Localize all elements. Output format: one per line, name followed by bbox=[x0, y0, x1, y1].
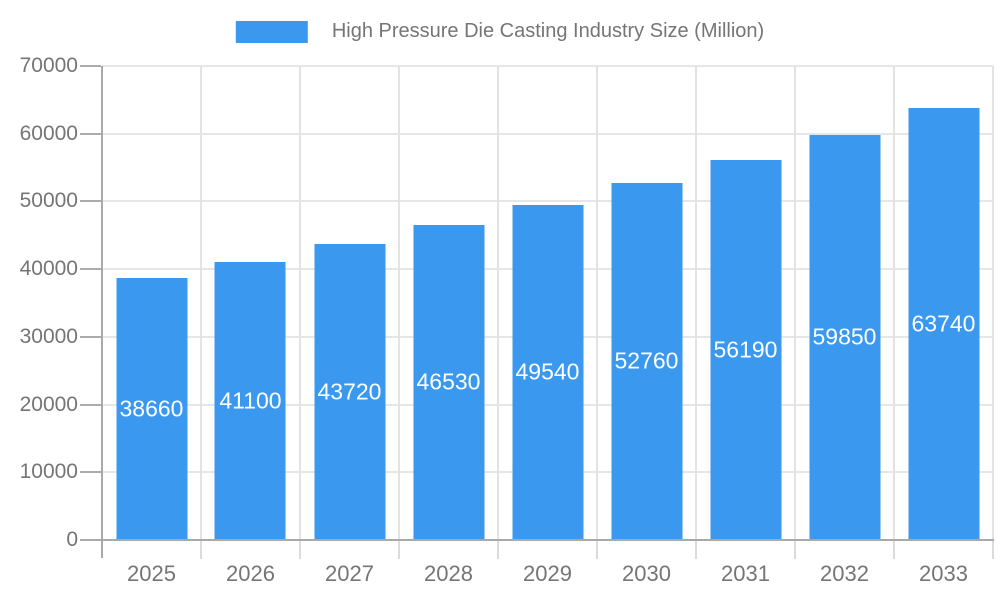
y-axis-label: 0 bbox=[66, 528, 78, 551]
x-axis-labels: 2025 2026 2027 2028 2029 2030 2031 2032 2033 bbox=[102, 561, 993, 591]
y-axis-labels: 0 10000 20000 30000 40000 50000 60000 70000 bbox=[0, 54, 78, 551]
bar-2030[interactable]: 52760 bbox=[611, 182, 682, 540]
x-tick bbox=[200, 541, 202, 559]
bar-value-label: 46530 bbox=[416, 368, 481, 395]
h-gridline bbox=[102, 65, 993, 67]
bar-value-label: 59850 bbox=[812, 323, 877, 350]
y-tick bbox=[80, 403, 101, 406]
x-axis-label: 2026 bbox=[226, 561, 275, 586]
x-axis-label: 2030 bbox=[622, 561, 671, 586]
plot-area: 38660 41100 43720 46530 49540 52760 56190 59850… bbox=[102, 65, 994, 540]
legend-swatch bbox=[235, 20, 308, 43]
bar-value-label: 63740 bbox=[911, 310, 976, 337]
y-axis-label: 50000 bbox=[19, 189, 78, 213]
y-axis-label: 60000 bbox=[19, 121, 78, 145]
bar-2027[interactable]: 43720 bbox=[314, 243, 385, 540]
chart-legend[interactable]: High Pressure Die Casting Industry Size … bbox=[235, 20, 765, 43]
bar-2028[interactable]: 46530 bbox=[413, 224, 484, 540]
x-axis-label: 2033 bbox=[919, 561, 968, 586]
v-gridline bbox=[794, 66, 796, 540]
v-gridline bbox=[893, 66, 895, 540]
y-tick bbox=[80, 200, 101, 203]
y-tick bbox=[80, 268, 101, 271]
y-axis-label: 30000 bbox=[19, 324, 78, 348]
v-gridline bbox=[596, 66, 598, 540]
y-axis-label: 10000 bbox=[19, 460, 78, 484]
bar-value-label: 41100 bbox=[219, 387, 282, 414]
y-tick bbox=[80, 335, 101, 338]
bar-2025[interactable]: 38660 bbox=[116, 278, 187, 540]
v-gridline bbox=[397, 66, 400, 540]
v-gridline bbox=[497, 66, 499, 540]
bar-value-label: 43720 bbox=[317, 378, 382, 405]
x-tick bbox=[794, 541, 796, 559]
h-gridline bbox=[102, 132, 993, 135]
bar-2029[interactable]: 49540 bbox=[512, 204, 583, 540]
y-tick bbox=[80, 471, 101, 474]
h-gridline bbox=[102, 200, 993, 203]
y-axis-label: 70000 bbox=[19, 54, 78, 77]
x-tick bbox=[893, 541, 895, 559]
x-axis-label: 2032 bbox=[820, 561, 869, 586]
v-gridline bbox=[992, 66, 994, 540]
v-gridline bbox=[200, 66, 202, 540]
bar-2032[interactable]: 59850 bbox=[809, 134, 880, 540]
bar-value-label: 52760 bbox=[614, 347, 679, 374]
bar-2033[interactable]: 63740 bbox=[908, 108, 979, 540]
bar-2026[interactable]: 41100 bbox=[214, 261, 286, 540]
y-tick bbox=[80, 132, 101, 135]
x-axis-label: 2027 bbox=[325, 561, 374, 586]
x-tick bbox=[695, 541, 697, 559]
x-tick bbox=[299, 541, 301, 559]
x-axis-label: 2025 bbox=[127, 561, 176, 586]
y-axis-label: 20000 bbox=[19, 392, 78, 416]
x-tick bbox=[992, 541, 994, 559]
y-axis-line bbox=[101, 66, 103, 558]
y-tick bbox=[80, 539, 101, 541]
y-axis-label: 40000 bbox=[19, 257, 78, 281]
x-tick bbox=[497, 541, 499, 559]
bar-2031[interactable]: 56190 bbox=[710, 159, 781, 540]
x-tick bbox=[596, 541, 598, 559]
bar-value-label: 56190 bbox=[713, 336, 778, 363]
x-axis-label: 2029 bbox=[523, 561, 572, 586]
legend-label: High Pressure Die Casting Industry Size … bbox=[331, 20, 765, 42]
x-axis-line bbox=[101, 539, 994, 541]
x-axis-label: 2031 bbox=[721, 561, 770, 586]
x-axis-label: 2028 bbox=[424, 561, 473, 586]
v-gridline bbox=[694, 66, 697, 540]
x-tick bbox=[398, 541, 400, 559]
bar-value-label: 49540 bbox=[515, 358, 580, 385]
v-gridline bbox=[299, 66, 301, 540]
bar-value-label: 38660 bbox=[119, 395, 184, 422]
y-tick bbox=[80, 65, 101, 67]
